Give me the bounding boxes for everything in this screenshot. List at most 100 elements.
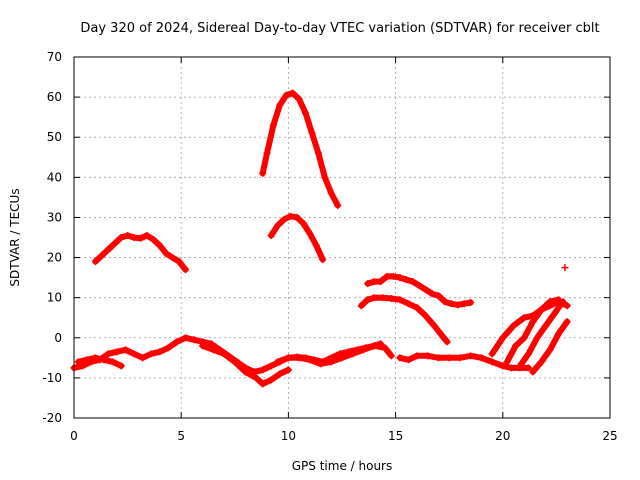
data-point: [299, 219, 307, 227]
series-arc-15: [364, 272, 475, 309]
data-point: [437, 330, 445, 338]
data-point: [520, 334, 528, 342]
data-point: [434, 354, 442, 362]
data-point: [520, 314, 528, 322]
data-point: [512, 342, 520, 350]
data-point: [130, 234, 138, 241]
data-point: [156, 242, 164, 250]
data-point: [289, 89, 297, 97]
data-point: [334, 201, 342, 209]
series-line: [358, 294, 451, 345]
y-tick-label: 20: [47, 251, 62, 265]
data-point: [415, 282, 423, 290]
data-point: [267, 376, 275, 384]
data-point: [516, 362, 524, 370]
data-point: [263, 149, 271, 157]
data-point: [319, 256, 327, 264]
axis-ticks: 0 5 10 15 20 25 -20 -10 0 10 20 30 40 50 60 70: [42, 50, 617, 443]
series-group: [70, 89, 571, 388]
series-band-low-3: [199, 342, 292, 388]
y-tick-label: 50: [47, 130, 62, 144]
data-point: [282, 91, 290, 99]
data-point: [139, 354, 147, 362]
data-point: [117, 234, 125, 241]
series-band-low-2: [74, 354, 125, 370]
data-point: [162, 250, 170, 258]
data-point: [267, 362, 275, 370]
data-point: [284, 366, 292, 374]
data-point: [91, 354, 99, 362]
data-point: [381, 344, 389, 352]
data-point: [377, 278, 385, 286]
data-point: [409, 278, 417, 286]
data-point: [104, 350, 112, 358]
data-point: [327, 358, 335, 366]
data-point: [113, 348, 121, 356]
data-point: [529, 318, 537, 326]
data-point: [147, 350, 155, 358]
data-point: [269, 121, 277, 129]
data-point: [74, 358, 82, 366]
data-point: [149, 236, 157, 244]
data-point: [422, 286, 430, 294]
data-point: [259, 169, 267, 177]
data-point: [117, 362, 125, 370]
series-arc-30: [267, 212, 327, 264]
data-point: [546, 346, 554, 354]
data-point: [209, 346, 217, 354]
data-point: [445, 354, 453, 362]
data-point: [456, 354, 464, 362]
data-point: [499, 334, 507, 342]
data-point: [546, 298, 554, 306]
data-point: [550, 310, 558, 318]
y-tick-label: 40: [47, 170, 62, 184]
data-point: [252, 374, 260, 382]
data-point: [308, 129, 316, 137]
data-point: [136, 234, 144, 242]
data-point: [274, 358, 282, 366]
y-tick-label: 70: [47, 50, 62, 64]
data-point: [231, 358, 239, 366]
data-point: [338, 354, 346, 362]
x-tick-label: 25: [602, 429, 617, 443]
data-point: [242, 368, 250, 376]
data-point: [383, 272, 391, 280]
data-point: [460, 300, 468, 308]
series-arc-60: [259, 89, 342, 209]
data-point: [488, 350, 496, 358]
y-tick-label: 30: [47, 210, 62, 224]
data-point: [306, 356, 314, 364]
data-point: [327, 189, 335, 197]
data-point: [525, 350, 533, 358]
data-point: [422, 312, 430, 320]
data-point: [413, 304, 421, 312]
data-point: [121, 346, 129, 354]
data-point: [111, 240, 119, 248]
series-band-mid: [396, 352, 533, 372]
data-point: [413, 352, 421, 360]
data-point: [396, 354, 404, 362]
plot-frame: [73, 56, 611, 419]
data-point: [555, 330, 563, 338]
data-point: [563, 318, 571, 326]
data-point: [312, 242, 320, 250]
data-point: [467, 298, 475, 306]
y-tick-label: 10: [47, 291, 62, 305]
data-point: [164, 344, 172, 352]
chart-title: Day 320 of 2024, Sidereal Day-to-day VTE…: [80, 21, 599, 36]
series-line: [199, 342, 292, 387]
data-point: [259, 380, 267, 388]
data-point: [302, 109, 310, 117]
series-band-low-4: [274, 342, 395, 368]
data-point: [404, 356, 412, 364]
data-point: [143, 231, 151, 239]
data-point: [364, 280, 372, 288]
series-arc-25: [91, 231, 189, 274]
x-axis-label: GPS time / hours: [292, 459, 393, 473]
data-point: [100, 356, 108, 364]
data-point: [156, 348, 164, 356]
x-tick-label: 0: [70, 429, 78, 443]
data-point: [488, 358, 496, 366]
data-point: [389, 272, 397, 280]
